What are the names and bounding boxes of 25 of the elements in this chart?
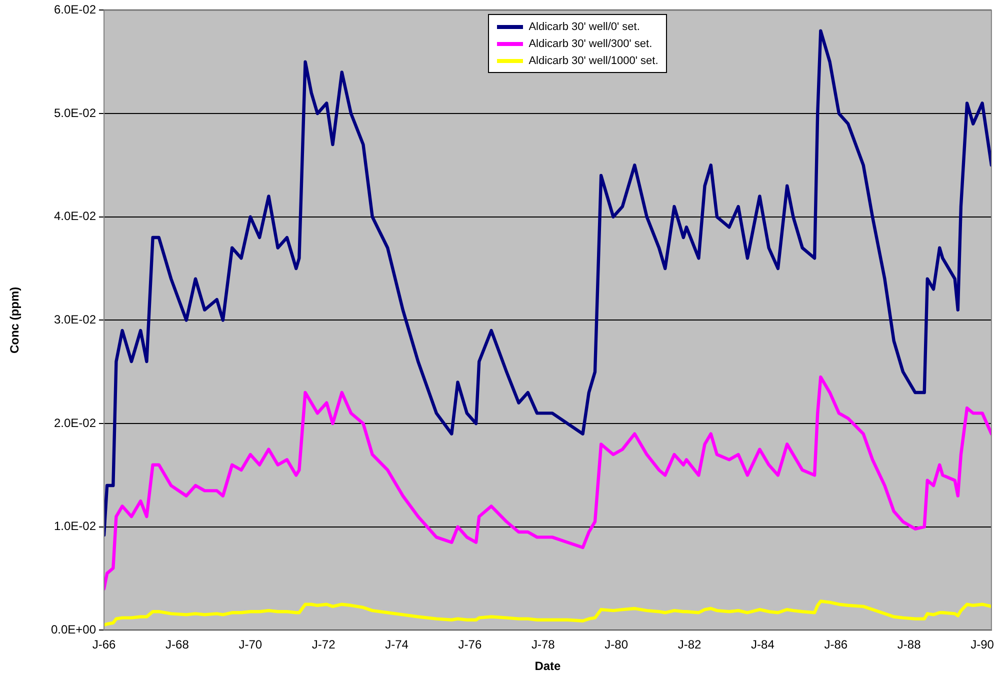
x-tick-label: J-78: [531, 638, 556, 652]
x-tick-label: J-84: [751, 638, 775, 652]
y-tick-label: 1.0E-02: [54, 519, 96, 534]
legend-label: Aldicarb 30' well/0' set.: [528, 20, 640, 33]
x-tick-label: J-86: [824, 638, 848, 652]
x-tick-label: J-76: [458, 638, 482, 652]
y-axis-title: Conc (ppm): [8, 286, 22, 354]
legend-label: Aldicarb 30' well/1000' set.: [528, 54, 658, 67]
legend-label: Aldicarb 30' well/300' set.: [528, 38, 652, 50]
x-tick-label: J-80: [604, 638, 628, 652]
x-tick-label: J-72: [312, 638, 336, 652]
y-tick-label: 0.0E+00: [50, 622, 96, 637]
y-tick-label: 3.0E-02: [54, 312, 96, 327]
x-tick-label: J-68: [166, 638, 190, 652]
x-axis-title: Date: [534, 659, 562, 674]
x-tick-label: J-82: [678, 638, 702, 652]
x-tick-label: J-90: [970, 638, 994, 652]
x-tick-label: J-70: [238, 638, 262, 652]
y-tick-label: 6.0E-02: [54, 2, 96, 17]
x-tick-label: J-74: [385, 638, 409, 652]
y-tick-label: 4.0E-02: [54, 209, 96, 224]
x-tick-label: J-88: [897, 638, 922, 652]
x-tick-label: J-66: [92, 638, 116, 652]
y-tick-label: 2.0E-02: [54, 416, 96, 430]
y-tick-label: 5.0E-02: [54, 106, 96, 120]
